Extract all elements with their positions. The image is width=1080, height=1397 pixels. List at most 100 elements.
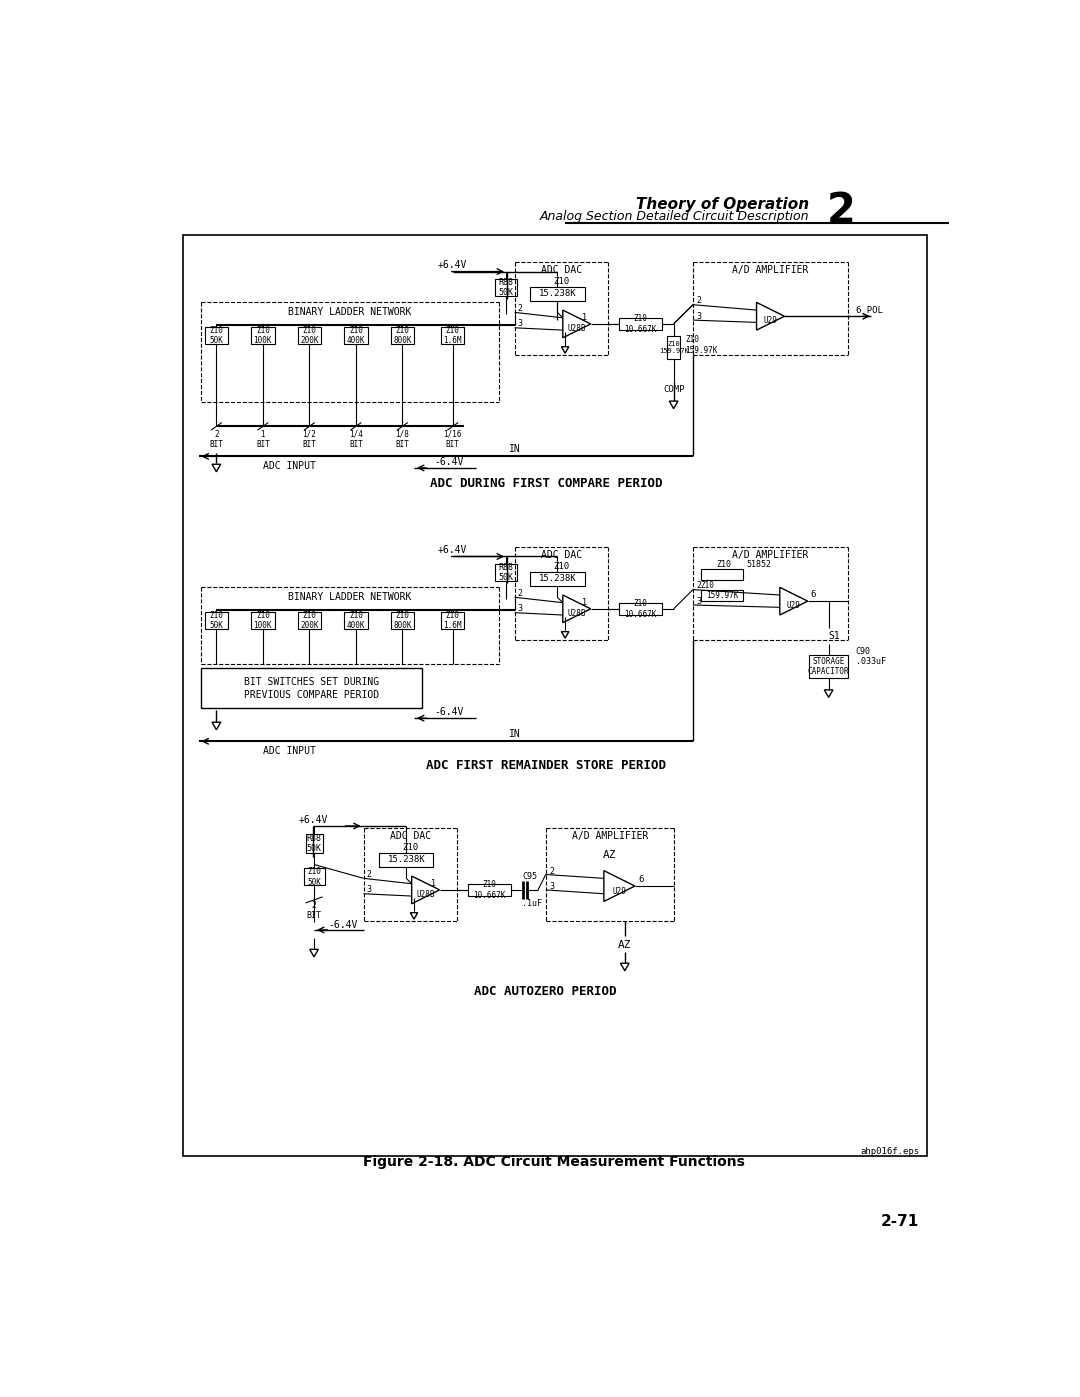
Text: C95: C95 [523,872,538,880]
Text: ADC INPUT: ADC INPUT [262,461,315,471]
Text: 3: 3 [517,320,522,328]
Text: C90
.033uF: C90 .033uF [855,647,886,666]
Text: +6.4V: +6.4V [298,814,328,824]
Bar [496,564,517,581]
Polygon shape [780,587,808,615]
Text: 1: 1 [431,879,436,888]
Text: BINARY LADDER NETWORK: BINARY LADDER NETWORK [288,591,411,602]
Text: U28B: U28B [567,609,586,617]
Text: STORAGE
CAPACITOR: STORAGE CAPACITOR [808,657,850,676]
Text: 1/16
BIT: 1/16 BIT [444,430,462,450]
Text: Z10
400K: Z10 400K [347,610,365,630]
Text: 1/2
BIT: 1/2 BIT [302,430,316,450]
Text: 15.238K: 15.238K [388,855,426,865]
Text: ADC INPUT: ADC INPUT [262,746,315,756]
Text: Z10: Z10 [553,562,569,571]
Text: Z10
200K: Z10 200K [300,610,319,630]
Text: Figure 2-18. ADC Circuit Measurement Functions: Figure 2-18. ADC Circuit Measurement Fun… [363,1155,744,1169]
Text: S1: S1 [828,631,840,641]
Text: IN: IN [509,729,521,739]
Bar [441,612,464,629]
Text: 1: 1 [582,313,588,323]
Bar [345,612,367,629]
Text: Z10
10.667K: Z10 10.667K [624,599,657,619]
Bar [701,569,743,580]
Text: 15.238K: 15.238K [539,289,577,299]
Polygon shape [757,302,784,330]
Text: 2: 2 [697,581,702,591]
Text: PREVIOUS COMPARE PERIOD: PREVIOUS COMPARE PERIOD [244,690,379,700]
Bar [298,612,321,629]
Text: 3: 3 [697,312,702,321]
Text: Z10: Z10 [402,842,418,852]
Bar [183,236,927,1155]
Text: Z10
800K: Z10 800K [393,326,411,345]
Bar [619,317,662,330]
Bar [391,612,414,629]
Bar [252,327,274,344]
Polygon shape [563,310,591,338]
Text: 15.238K: 15.238K [539,574,577,584]
Text: 6 POL: 6 POL [855,306,882,314]
Text: Z10
159.97K: Z10 159.97K [659,341,689,353]
Text: A/D AMPLIFIER: A/D AMPLIFIER [732,265,809,275]
Text: 159.97K: 159.97K [706,591,739,599]
Text: 51852: 51852 [746,560,771,569]
Text: Z10
10.667K: Z10 10.667K [473,880,505,900]
Text: 1/8
BIT: 1/8 BIT [395,430,409,450]
Text: -6.4V: -6.4V [328,919,357,929]
Text: 2
BIT: 2 BIT [307,901,322,921]
Text: -6.4V: -6.4V [434,707,463,717]
Bar [809,655,848,678]
Bar [205,612,228,629]
Bar [530,286,584,300]
Text: 2: 2 [550,868,555,876]
Text: U29: U29 [787,601,800,610]
Text: ADC AUTOZERO PERIOD: ADC AUTOZERO PERIOD [474,985,617,997]
Text: 2-71: 2-71 [881,1214,919,1228]
Text: Analog Section Detailed Circuit Description: Analog Section Detailed Circuit Descript… [540,211,809,224]
Bar [496,279,517,296]
Text: COMP: COMP [663,386,685,394]
Text: Z10
100K: Z10 100K [254,326,272,345]
Bar [391,327,414,344]
Text: 6: 6 [638,876,644,884]
Text: +6.4V: +6.4V [438,545,468,556]
Text: Z10
800K: Z10 800K [393,610,411,630]
Text: 2
BIT: 2 BIT [210,430,224,450]
Text: 2: 2 [826,190,855,232]
Text: Z10
10.667K: Z10 10.667K [624,314,657,334]
Polygon shape [604,870,635,901]
Text: R88
50K: R88 50K [499,563,514,583]
Text: 3: 3 [366,886,370,894]
Bar [303,869,325,886]
Text: Z10
50K: Z10 50K [210,326,224,345]
Text: 2: 2 [366,870,370,879]
Text: Z10
100K: Z10 100K [254,610,272,630]
Text: Z10
50K: Z10 50K [308,868,322,887]
Text: Z10
400K: Z10 400K [347,326,365,345]
Text: Z10: Z10 [701,581,715,591]
Bar [701,590,743,601]
Text: 2: 2 [697,296,702,306]
Bar [469,884,511,895]
Text: 6: 6 [811,591,816,599]
Text: ADC DAC: ADC DAC [541,550,582,560]
Text: Z10
1.6M: Z10 1.6M [444,326,462,345]
Bar [441,327,464,344]
Text: U29: U29 [612,887,626,895]
Text: BINARY LADDER NETWORK: BINARY LADDER NETWORK [288,306,411,317]
Text: 3: 3 [517,605,522,613]
Bar [205,327,228,344]
Text: AZ: AZ [618,940,632,950]
Text: -6.4V: -6.4V [434,457,463,467]
Bar [530,571,584,585]
Text: 159.97K: 159.97K [685,346,717,355]
Text: Z10
1.6M: Z10 1.6M [444,610,462,630]
Polygon shape [411,876,440,904]
Bar [379,854,433,866]
Bar [298,327,321,344]
Bar [201,668,422,708]
Text: +6.4V: +6.4V [438,260,468,271]
Bar [252,612,274,629]
